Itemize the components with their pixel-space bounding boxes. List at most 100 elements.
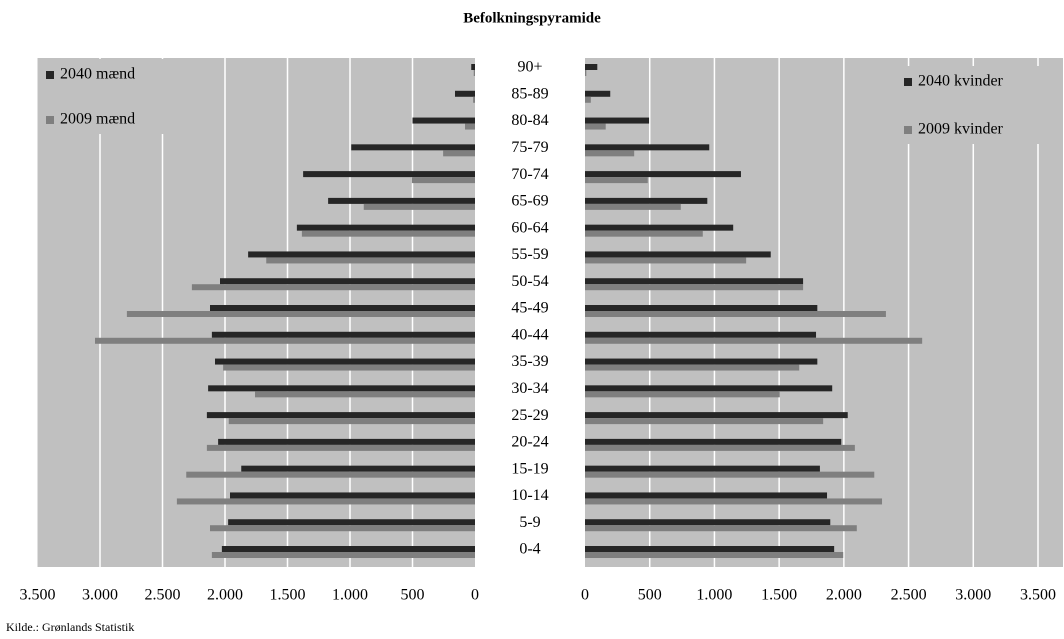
- bar: [585, 418, 824, 425]
- bar: [473, 96, 475, 103]
- bar: [208, 385, 475, 392]
- category-label: 70-74: [511, 166, 548, 183]
- bar: [585, 337, 923, 344]
- category-label: 60-64: [511, 219, 548, 236]
- bar: [585, 197, 708, 204]
- bar: [585, 90, 611, 97]
- bar: [585, 171, 741, 178]
- bar: [221, 546, 475, 552]
- chart-title: Befolkningspyramide: [463, 10, 601, 26]
- bar: [248, 251, 475, 258]
- legend-label: 2040 kvinder: [918, 73, 1004, 90]
- bar: [585, 150, 635, 157]
- legend-swatch: [904, 78, 912, 86]
- category-label: 35-39: [511, 353, 548, 370]
- x-tick-label: 2.000: [207, 587, 243, 604]
- bar: [585, 311, 886, 317]
- category-label: 25-29: [511, 407, 548, 424]
- category-label: 15-19: [511, 460, 548, 477]
- bar: [585, 117, 650, 124]
- category-label: 65-69: [511, 193, 548, 210]
- x-tick-label: 3.500: [1020, 587, 1056, 604]
- source-note: Kilde.: Grønlands Statistik: [6, 620, 134, 634]
- bar: [473, 70, 475, 76]
- bar: [585, 331, 817, 338]
- x-tick-label: 0: [581, 587, 589, 604]
- bar: [176, 498, 475, 505]
- bar: [585, 224, 734, 231]
- bar: [585, 552, 844, 558]
- bar: [220, 278, 475, 285]
- x-tick-label: 2.000: [826, 587, 862, 604]
- bar: [585, 364, 800, 371]
- bar: [471, 64, 475, 70]
- category-label: 0-4: [519, 541, 540, 558]
- x-tick-label: 1.500: [270, 587, 306, 604]
- bar: [210, 305, 475, 311]
- bar: [465, 123, 475, 130]
- bar: [585, 465, 820, 472]
- bar: [206, 412, 475, 419]
- bar: [211, 331, 475, 338]
- bar: [585, 203, 681, 210]
- category-label: 40-44: [511, 326, 548, 343]
- category-label: 85-89: [511, 85, 548, 102]
- legend-swatch: [904, 126, 912, 134]
- x-tick-label: 500: [638, 587, 662, 604]
- bar: [230, 492, 475, 499]
- x-tick-label: 1.000: [332, 587, 368, 604]
- bar: [95, 337, 475, 344]
- bar: [585, 64, 598, 70]
- bar: [585, 257, 747, 264]
- bar: [585, 123, 606, 130]
- bar: [411, 177, 475, 184]
- bar: [585, 525, 857, 532]
- x-tick-label: 2.500: [145, 587, 181, 604]
- bar: [585, 70, 587, 76]
- bar: [210, 525, 475, 532]
- bar: [218, 438, 475, 445]
- bar: [585, 230, 703, 237]
- category-label: 45-49: [511, 300, 548, 317]
- x-tick-label: 1.000: [696, 587, 732, 604]
- x-tick-label: 3.000: [82, 587, 118, 604]
- legend-label: 2009 mænd: [60, 111, 135, 128]
- x-tick-label: 3.500: [20, 587, 56, 604]
- bar: [585, 438, 842, 445]
- x-tick-label: 1.500: [761, 587, 797, 604]
- bar: [443, 150, 475, 157]
- bar: [186, 471, 475, 478]
- bar: [585, 251, 771, 258]
- x-tick-label: 3.000: [955, 587, 991, 604]
- x-tick-label: 500: [401, 587, 425, 604]
- bar: [585, 144, 710, 151]
- category-label: 10-14: [511, 487, 548, 504]
- bar: [585, 358, 818, 365]
- bar: [266, 257, 475, 264]
- bar: [206, 444, 475, 451]
- bar: [585, 284, 804, 291]
- category-label: 80-84: [511, 112, 548, 129]
- bar: [211, 552, 475, 558]
- bar: [351, 144, 475, 151]
- bar: [328, 197, 475, 204]
- legend-swatch: [46, 116, 54, 124]
- x-tick-label: 2.500: [891, 587, 927, 604]
- bar: [363, 203, 475, 210]
- bar: [585, 444, 855, 451]
- bar: [215, 358, 475, 365]
- legend-label: 2040 mænd: [60, 66, 135, 83]
- bar: [585, 177, 648, 184]
- bar: [303, 171, 475, 178]
- bar: [241, 465, 475, 472]
- legend-swatch: [46, 71, 54, 79]
- bar: [191, 284, 475, 291]
- category-label: 5-9: [519, 514, 540, 531]
- bar: [585, 385, 833, 392]
- legend-background: [40, 59, 170, 134]
- bar: [585, 546, 835, 552]
- bar: [296, 224, 475, 231]
- bar: [585, 498, 883, 505]
- category-label: 20-24: [511, 434, 548, 451]
